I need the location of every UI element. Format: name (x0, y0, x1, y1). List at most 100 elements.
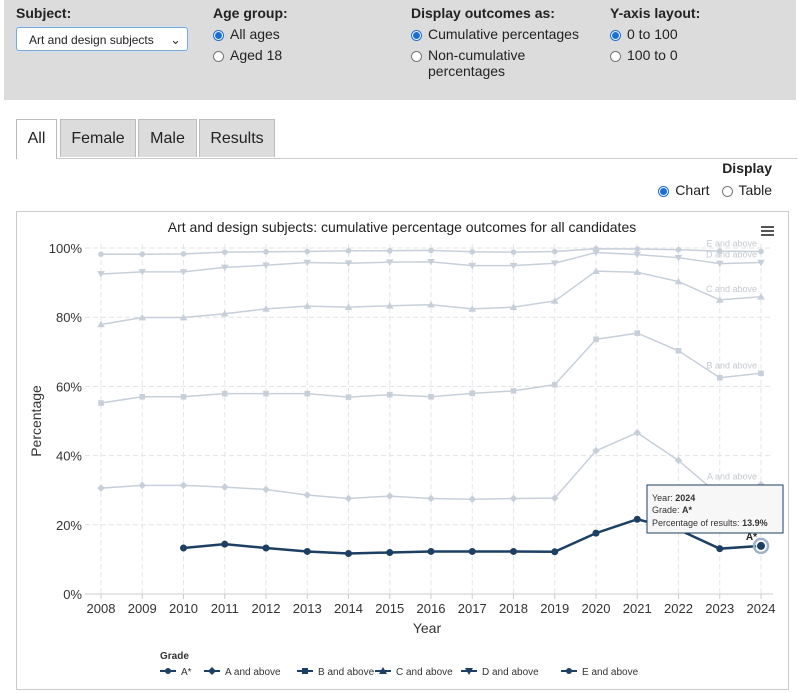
outcomes-filter: Display outcomes as: Cumulative percenta… (411, 5, 579, 79)
radio-selected-icon[interactable] (411, 30, 422, 41)
data-point (220, 483, 229, 491)
legend-item[interactable]: D and above (461, 667, 539, 678)
data-point (221, 390, 228, 397)
data-point (509, 303, 518, 310)
radio-icon[interactable] (213, 51, 224, 62)
data-point (179, 313, 188, 321)
data-point (468, 495, 477, 503)
data-point (716, 545, 724, 553)
x-tick-label: 2008 (87, 601, 116, 616)
data-point (716, 374, 723, 381)
data-point (468, 305, 477, 312)
data-point (757, 259, 765, 267)
data-point (550, 260, 559, 268)
data-point (98, 251, 104, 258)
yaxis-option-0-100-label: 0 to 100 (627, 26, 678, 42)
outcomes-label: Display outcomes as: (411, 5, 555, 21)
data-point (509, 262, 518, 270)
data-point (303, 491, 312, 499)
data-point (633, 251, 642, 259)
data-point (674, 254, 683, 262)
data-point (510, 547, 517, 555)
data-point (551, 381, 558, 388)
x-tick-label: 2011 (211, 601, 239, 616)
hamburger-menu-icon[interactable] (761, 226, 774, 236)
display-option-table[interactable]: Table (721, 182, 772, 198)
data-point (303, 302, 312, 309)
legend-item[interactable]: B and above (297, 667, 375, 678)
filter-panel: Subject: Art and design subjects ⌄ Age g… (4, 0, 796, 100)
legend-marker (465, 668, 473, 675)
age-option-all[interactable]: All ages (213, 26, 288, 42)
data-point (180, 251, 187, 257)
data-point (550, 494, 559, 502)
data-point (674, 456, 683, 465)
data-point (97, 320, 105, 328)
radio-selected-icon[interactable] (213, 30, 224, 41)
data-point (674, 277, 683, 285)
tooltip-grade: Grade: A* (652, 505, 693, 515)
tooltip-year: Year: 2024 (652, 493, 695, 503)
outcome-option-noncumulative-label: Non-cumulative percentages (428, 47, 526, 79)
data-point (263, 249, 269, 255)
data-point (138, 481, 147, 490)
display-option-chart[interactable]: Chart (658, 182, 710, 198)
series-b-and-above: B and above (98, 330, 764, 406)
data-point (262, 262, 270, 270)
legend-item[interactable]: C and above (375, 667, 453, 678)
x-tick-label: 2022 (664, 601, 693, 616)
data-point (262, 544, 270, 552)
x-tick-label: 2021 (623, 601, 652, 616)
data-point (758, 248, 764, 255)
data-point (468, 547, 476, 555)
age-option-18[interactable]: Aged 18 (213, 47, 288, 63)
data-point (633, 515, 641, 523)
legend-marker (208, 667, 216, 675)
legend-item[interactable]: A* (160, 667, 192, 678)
data-point (634, 330, 641, 336)
tab-bar: All Female Male Results (16, 119, 797, 159)
data-point (715, 296, 724, 303)
y-tick-label: 0% (63, 587, 82, 602)
data-point (385, 259, 394, 266)
radio-icon[interactable] (411, 51, 422, 62)
data-point (427, 259, 435, 266)
legend-item[interactable]: E and above (561, 667, 639, 678)
radio-selected-icon[interactable] (610, 30, 621, 41)
age-option-18-label: Aged 18 (230, 47, 283, 63)
yaxis-option-0-100[interactable]: 0 to 100 (610, 26, 700, 42)
data-point (221, 249, 228, 255)
tab-male[interactable]: Male (138, 119, 197, 157)
data-point (592, 529, 600, 537)
legend-item[interactable]: A and above (204, 667, 281, 678)
yaxis-option-100-0[interactable]: 100 to 0 (610, 47, 700, 63)
y-tick-label: 40% (56, 449, 82, 464)
tab-results[interactable]: Results (199, 119, 275, 157)
subject-select[interactable]: Art and design subjects ⌄ (16, 27, 188, 51)
data-point (138, 269, 147, 276)
data-point (345, 247, 352, 254)
subject-select-value: Art and design subjects (29, 33, 154, 47)
series-a-star-and-above: A and above (97, 428, 765, 503)
radio-icon[interactable] (721, 186, 733, 197)
tab-female[interactable]: Female (60, 119, 136, 157)
outcome-option-noncumulative[interactable]: Non-cumulative percentages (411, 47, 579, 79)
legend-label: B and above (318, 667, 375, 678)
data-point (385, 492, 394, 500)
series-c-and-above: C and above (97, 267, 765, 328)
x-tick-label: 2019 (540, 601, 569, 616)
radio-icon[interactable] (610, 51, 621, 62)
chart-title: Art and design subjects: cumulative perc… (168, 219, 637, 235)
data-point (428, 247, 434, 254)
radio-selected-icon[interactable] (658, 186, 670, 197)
outcome-option-cumulative[interactable]: Cumulative percentages (411, 26, 579, 42)
data-point (592, 267, 600, 274)
series-end-label: B and above (706, 360, 757, 370)
data-point (716, 248, 723, 254)
tab-all[interactable]: All (16, 119, 57, 159)
data-point (633, 268, 642, 276)
data-point (303, 259, 312, 267)
data-point (220, 264, 229, 272)
chart-container: Art and design subjects: cumulative perc… (16, 211, 789, 690)
data-point (386, 548, 394, 556)
